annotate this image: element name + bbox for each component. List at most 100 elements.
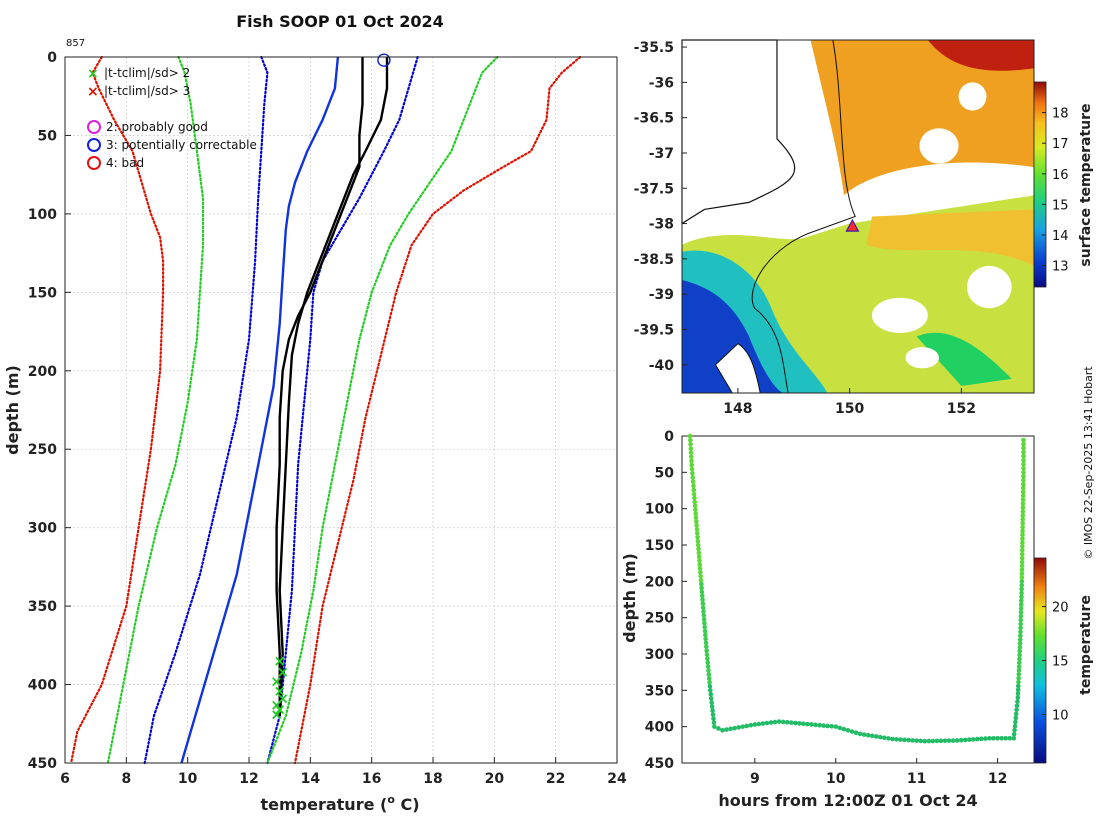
map-y-tick-label: -38.5 bbox=[634, 252, 674, 268]
depth-time-point bbox=[694, 519, 699, 524]
depth-time-point bbox=[1017, 641, 1023, 646]
depth-time-point bbox=[829, 724, 835, 729]
sst-colorbar-tick-label: 18 bbox=[1052, 107, 1069, 122]
y-tick-label: 400 bbox=[28, 678, 57, 694]
depth-time-point bbox=[1019, 582, 1025, 588]
map-x-tick-label: 152 bbox=[947, 401, 976, 417]
depth-time-point bbox=[1016, 660, 1022, 666]
depth-time-point bbox=[1003, 735, 1008, 741]
x-tick-label: 24 bbox=[607, 771, 627, 787]
time-x-axis-label: hours from 12:00Z 01 Oct 24 bbox=[718, 791, 977, 810]
time-plot-frame bbox=[681, 435, 1035, 764]
depth-time-point bbox=[708, 688, 713, 693]
flag-2sd-marker: × bbox=[273, 701, 286, 719]
depth-time-point bbox=[792, 720, 798, 726]
depth-time-point bbox=[692, 503, 698, 509]
depth-time-point bbox=[865, 732, 871, 738]
time-y-tick-label: 350 bbox=[645, 683, 674, 699]
depth-time-point bbox=[1019, 563, 1025, 569]
depth-time-point bbox=[1021, 477, 1026, 483]
depth-time-point bbox=[946, 738, 952, 743]
depth-time-point bbox=[705, 660, 711, 665]
depth-time-point bbox=[1019, 598, 1024, 604]
profile-id-label: 857 bbox=[66, 38, 85, 49]
depth-time-plot: 9 10 11 12 0 50 100 150 200 250 300 350 400 450 10 15 20 bbox=[645, 429, 1069, 787]
time-y-tick-label: 300 bbox=[645, 647, 674, 663]
depth-time-point bbox=[1011, 731, 1017, 737]
depth-time-point bbox=[918, 738, 924, 744]
depth-time-point bbox=[720, 728, 725, 733]
depth-time-point bbox=[1019, 555, 1025, 561]
depth-time-point bbox=[1020, 489, 1026, 495]
depth-time-point bbox=[1020, 513, 1026, 518]
series-line-clim-1sd bbox=[266, 55, 419, 765]
depth-time-point bbox=[697, 562, 703, 567]
time-y-axis-label: depth (m) bbox=[620, 553, 639, 643]
chart-title: Fish SOOP 01 Oct 2024 bbox=[236, 12, 444, 31]
depth-time-point bbox=[702, 624, 708, 630]
depth-time-point bbox=[1014, 703, 1020, 709]
depth-time-point bbox=[716, 726, 721, 731]
depth-time-point bbox=[987, 735, 992, 741]
cloud-gap bbox=[978, 167, 1012, 196]
depth-time-point bbox=[1007, 735, 1013, 741]
depth-time-point bbox=[797, 721, 802, 726]
depth-time-point bbox=[699, 585, 704, 591]
depth-time-point bbox=[699, 589, 705, 595]
depth-time-point bbox=[1021, 441, 1026, 447]
depth-time-point bbox=[1016, 675, 1021, 681]
map-y-tick-label: -39.5 bbox=[634, 322, 674, 338]
depth-time-point bbox=[995, 735, 1000, 741]
depth-time-point bbox=[695, 542, 701, 548]
depth-time-point bbox=[784, 720, 790, 725]
map-y-tick-label: -37 bbox=[649, 146, 674, 162]
depth-time-point bbox=[710, 712, 716, 717]
depth-time-point bbox=[898, 737, 903, 742]
depth-time-point bbox=[688, 442, 693, 447]
depth-time-point bbox=[740, 724, 745, 729]
time-x-tick-label: 11 bbox=[907, 771, 926, 787]
depth-time-point bbox=[707, 684, 713, 689]
x-axis-label: temperature (o C) bbox=[260, 793, 419, 814]
depth-time-point bbox=[833, 724, 839, 729]
depth-time-point bbox=[979, 736, 984, 742]
depth-time-point bbox=[772, 719, 778, 725]
depth-time-point bbox=[1014, 707, 1019, 713]
depth-time-point bbox=[1017, 648, 1023, 654]
depth-time-point bbox=[704, 652, 710, 657]
depth-time-point bbox=[1017, 637, 1023, 642]
plot-background bbox=[65, 57, 617, 763]
depth-time-point bbox=[910, 738, 915, 743]
depth-time-point bbox=[1019, 586, 1024, 592]
depth-time-point bbox=[690, 471, 695, 476]
x-tick-label: 20 bbox=[485, 771, 505, 787]
temp-colorbar-tick-label: 10 bbox=[1052, 708, 1069, 723]
depth-time-point bbox=[696, 554, 702, 560]
depth-time-point bbox=[966, 737, 972, 742]
depth-time-point bbox=[1011, 735, 1017, 741]
depth-time-point bbox=[703, 632, 708, 638]
series-line-clim-2sd bbox=[106, 55, 205, 765]
x-tick-label: 16 bbox=[362, 771, 381, 787]
depth-time-point bbox=[825, 723, 830, 729]
x-axis-label-sup: o bbox=[387, 793, 395, 806]
depth-time-point bbox=[1021, 465, 1026, 471]
time-y-tick-label: 50 bbox=[655, 465, 675, 481]
isobath-line bbox=[751, 39, 856, 394]
depth-time-point bbox=[703, 640, 709, 646]
depth-time-point bbox=[1019, 575, 1025, 580]
depth-time-point bbox=[710, 708, 715, 713]
depth-time-point bbox=[709, 700, 714, 705]
x-tick-label: 10 bbox=[178, 771, 198, 787]
depth-time-point bbox=[704, 648, 709, 653]
depth-time-point bbox=[688, 454, 694, 460]
x-axis-label-tail: C) bbox=[395, 795, 420, 814]
time-y-tick-label: 200 bbox=[645, 574, 674, 590]
depth-time-point bbox=[732, 725, 737, 731]
drop-location-marker bbox=[845, 218, 860, 232]
depth-time-point bbox=[869, 733, 875, 739]
map-y-tick-label: -37.5 bbox=[634, 181, 674, 197]
depth-time-point bbox=[700, 597, 705, 603]
depth-time-point bbox=[1017, 644, 1023, 650]
cloud-gap bbox=[919, 128, 959, 164]
